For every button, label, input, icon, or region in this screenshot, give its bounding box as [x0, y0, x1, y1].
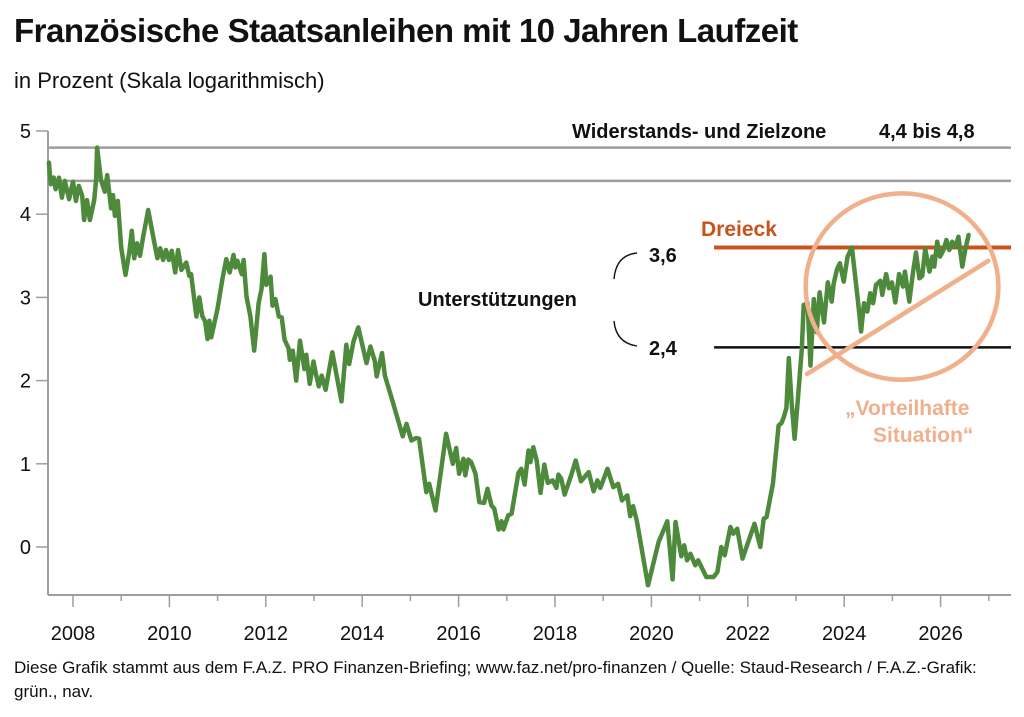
support-upper-value: 3,6 — [649, 245, 677, 267]
zone-label: Widerstands- und Zielzone — [572, 121, 826, 143]
source-footer: Diese Grafik stammt aus dem F.A.Z. PRO F… — [14, 658, 977, 701]
highlight-label-line2: Situation“ — [873, 424, 973, 447]
y-tick-label: 5 — [20, 121, 31, 143]
x-tick-label: 2014 — [340, 623, 385, 645]
x-tick-label: 2010 — [147, 623, 192, 645]
zone-range-label: 4,4 bis 4,8 — [879, 121, 975, 143]
series-layer — [46, 145, 971, 588]
y-tick-label: 1 — [20, 454, 31, 476]
support-upper-bracket — [613, 252, 638, 280]
y-tick-label: 2 — [20, 371, 31, 393]
x-tick-label: 2020 — [629, 623, 674, 645]
support-lower-bracket — [613, 320, 638, 347]
highlight-circle — [803, 191, 1001, 383]
support-lower-value: 2,4 — [649, 338, 678, 360]
triangle-label: Dreieck — [701, 218, 777, 241]
x-tick-label: 2024 — [822, 623, 867, 645]
highlight-label-line1: „Vorteilhafte — [845, 397, 969, 420]
x-tick-label: 2022 — [726, 623, 771, 645]
x-tick-label: 2018 — [533, 623, 578, 645]
support-label: Unterstützungen — [418, 289, 577, 311]
x-tick-label: 2008 — [51, 623, 96, 645]
axes: 0 1 2 3 4 5 2008 2010 2012 2014 2016 2018 2020 2022 20… — [20, 121, 1011, 645]
annotation-overlay — [803, 191, 1001, 383]
x-tick-label: 2026 — [918, 623, 963, 645]
triangle-lower-trend-line — [804, 258, 991, 377]
annotation-labels: Widerstands- und Zielzone 4,4 bis 4,8 Dr… — [418, 121, 975, 447]
chart-title: Französische Staatsanleihen mit 10 Jahre… — [14, 12, 798, 49]
x-tick-label: 2016 — [436, 623, 481, 645]
chart-canvas: 0 1 2 3 4 5 2008 2010 2012 2014 2016 2018 2020 2022 20… — [20, 121, 1011, 645]
x-tick-label: 2012 — [244, 623, 289, 645]
y-tick-label: 4 — [20, 204, 31, 226]
y-tick-label: 0 — [20, 537, 31, 559]
yield-series-line — [46, 145, 971, 588]
y-tick-label: 3 — [20, 287, 31, 309]
reference-lines — [48, 146, 1011, 349]
chart-subtitle: in Prozent (Skala logarithmisch) — [14, 68, 325, 93]
